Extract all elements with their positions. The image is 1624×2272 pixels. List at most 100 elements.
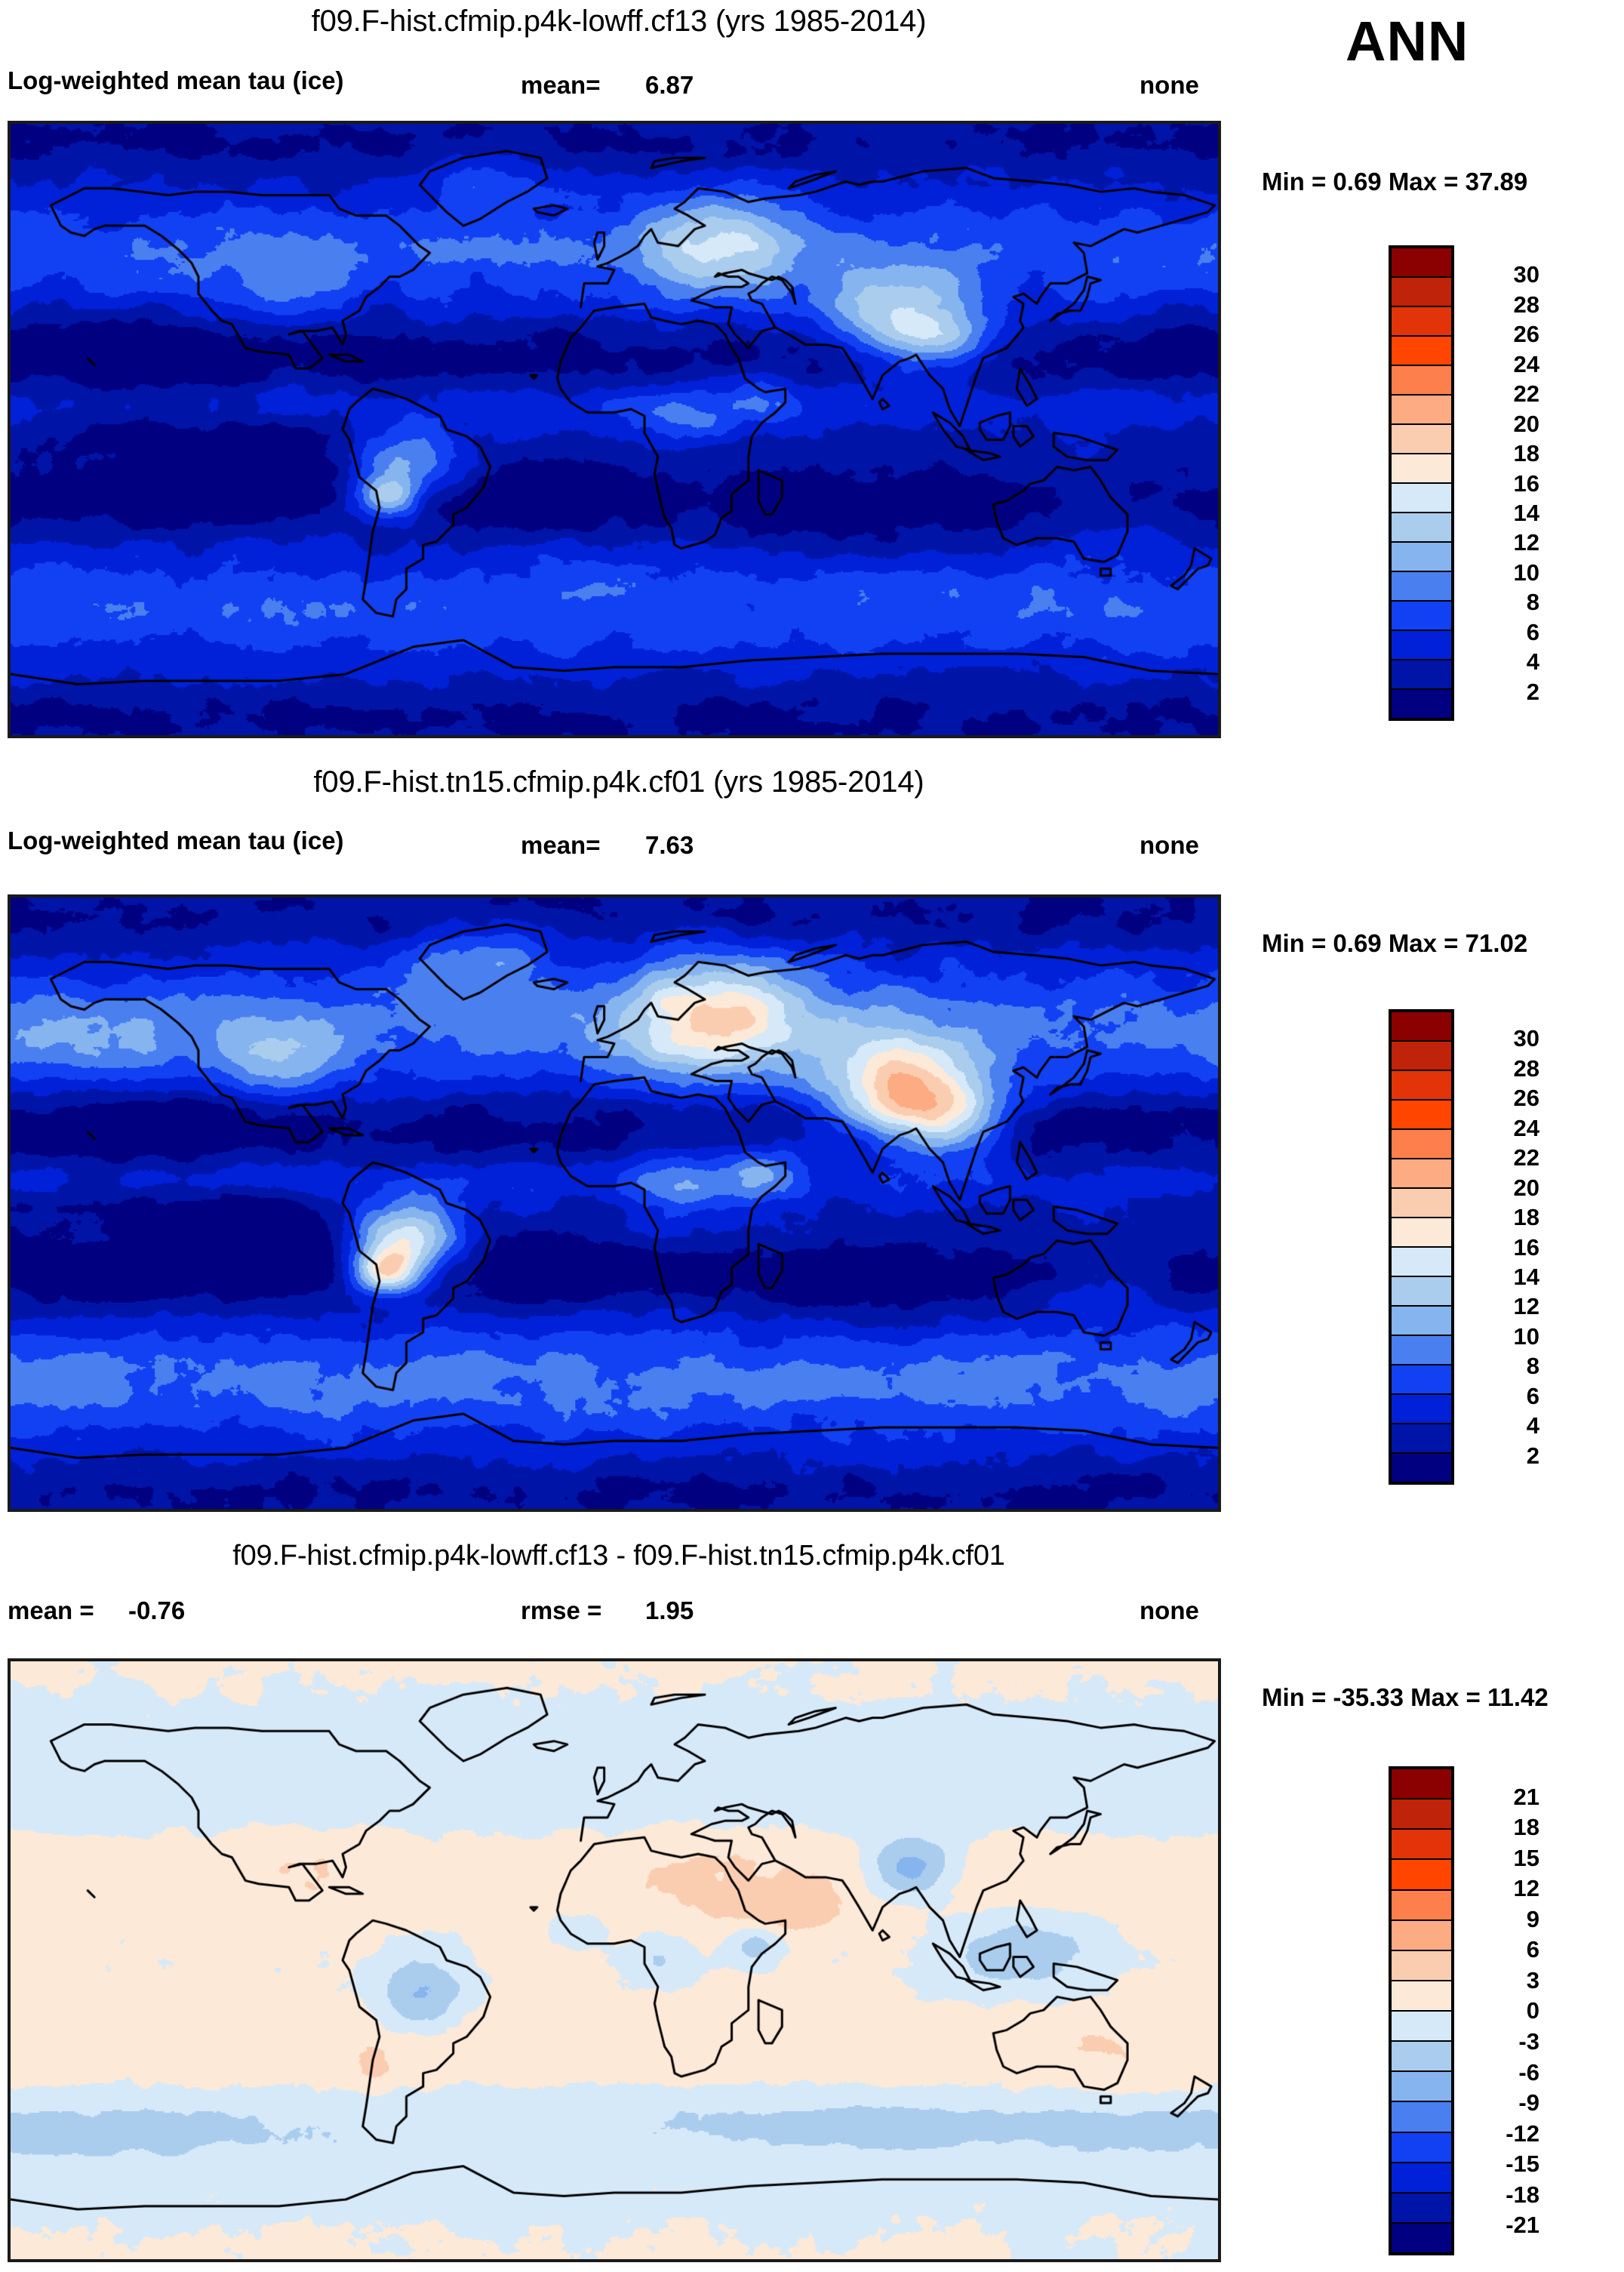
panel-top-variable-label: Log-weighted mean tau (ice) — [8, 66, 344, 94]
colorbar-tick-label: 16 — [1513, 469, 1539, 497]
colorbar-band — [1392, 1218, 1451, 1248]
colorbar-band — [1392, 690, 1451, 718]
panel-middle-mean-value: 7.63 — [645, 831, 694, 859]
colorbar-tick-label: 24 — [1513, 350, 1539, 377]
colorbar-band — [1392, 1307, 1451, 1336]
colorbar-tick-label: 2 — [1526, 678, 1539, 705]
colorbar-band — [1392, 660, 1451, 690]
panel-top-mean-value: 6.87 — [645, 71, 694, 99]
colorbar-band — [1392, 2132, 1451, 2163]
colorbar-tick-label: 12 — [1513, 1293, 1539, 1320]
colorbar-band — [1392, 1012, 1451, 1042]
panel-diff-map-canvas — [11, 1661, 1218, 2259]
panel-top-minmax: Min = 0.69 Max = 37.89 — [1262, 168, 1528, 195]
colorbar-band — [1392, 366, 1451, 396]
panel-diff-mean-value: -0.76 — [128, 1596, 186, 1624]
panel-top-units: none — [1140, 71, 1199, 99]
panel-diff-title: f09.F-hist.cfmip.p4k-lowff.cf13 - f09.F-… — [232, 1540, 1005, 1572]
panel-top-mean-label: mean= — [521, 71, 601, 99]
panel-top-colorbar[interactable] — [1389, 245, 1454, 721]
panel-diff-colorbar[interactable] — [1389, 1766, 1454, 2255]
colorbar-tick-label: 18 — [1513, 1204, 1539, 1231]
colorbar-band — [1392, 2012, 1451, 2043]
colorbar-tick-label: 2 — [1526, 1442, 1539, 1469]
colorbar-band — [1392, 484, 1451, 513]
colorbar-band — [1392, 2193, 1451, 2224]
colorbar-tick-label: 8 — [1526, 1353, 1539, 1380]
colorbar-tick-label: 18 — [1513, 440, 1539, 467]
colorbar-band — [1392, 1277, 1451, 1307]
colorbar-tick-label: -21 — [1506, 2212, 1539, 2239]
colorbar-band — [1392, 425, 1451, 454]
colorbar-band — [1392, 1981, 1451, 2012]
colorbar-tick-label: 10 — [1513, 559, 1539, 586]
panel-top-colorbar-labels: 30 28 26 24 22 20 18 16 14 12 10 8 6 4 2 — [1472, 260, 1539, 707]
panel-middle-map[interactable] — [8, 894, 1221, 1512]
panel-diff-rmse-value: 1.95 — [645, 1596, 694, 1624]
panel-diff-rmse-label: rmse = — [521, 1596, 602, 1624]
colorbar-band — [1392, 1920, 1451, 1951]
colorbar-tick-label: 6 — [1526, 1382, 1539, 1409]
colorbar-band — [1392, 396, 1451, 425]
panel-top-map-canvas — [11, 124, 1218, 735]
colorbar-band — [1392, 1890, 1451, 1921]
colorbar-tick-label: -6 — [1518, 2058, 1539, 2086]
colorbar-tick-label: 28 — [1513, 291, 1539, 318]
colorbar-tick-label: 22 — [1513, 1144, 1539, 1171]
colorbar-band — [1392, 2223, 1451, 2252]
panel-middle-mean-label: mean= — [521, 831, 601, 859]
colorbar-band — [1392, 1365, 1451, 1395]
colorbar-band — [1392, 1454, 1451, 1482]
panel-diff-units: none — [1140, 1596, 1199, 1624]
panel-diff-colorbar-labels: 21 18 15 12 9 6 3 0 -3 -6 -9 -12 -15 -18 -21 — [1472, 1781, 1539, 2240]
colorbar-band — [1392, 1248, 1451, 1277]
panel-middle-colorbar[interactable] — [1389, 1009, 1454, 1485]
colorbar-tick-label: 6 — [1526, 1936, 1539, 1963]
colorbar-tick-label: 15 — [1513, 1844, 1539, 1871]
colorbar-tick-label: 10 — [1513, 1322, 1539, 1350]
colorbar-band — [1392, 1130, 1451, 1159]
colorbar-band — [1392, 631, 1451, 660]
colorbar-tick-label: 12 — [1513, 1875, 1539, 1902]
colorbar-band — [1392, 248, 1451, 278]
colorbar-tick-label: 30 — [1513, 261, 1539, 288]
colorbar-tick-label: 3 — [1526, 1966, 1539, 1993]
colorbar-band — [1392, 572, 1451, 602]
colorbar-band — [1392, 1159, 1451, 1189]
panel-middle-units: none — [1140, 831, 1199, 859]
colorbar-band — [1392, 2072, 1451, 2103]
colorbar-tick-label: 4 — [1526, 648, 1539, 676]
panel-top-map[interactable] — [8, 121, 1221, 738]
colorbar-tick-label: 4 — [1526, 1412, 1539, 1439]
colorbar-tick-label: 30 — [1513, 1025, 1539, 1052]
panel-middle-variable-label: Log-weighted mean tau (ice) — [8, 827, 344, 854]
colorbar-band — [1392, 1042, 1451, 1071]
panel-diff-mean-label: mean = — [8, 1596, 94, 1624]
colorbar-band — [1392, 513, 1451, 543]
colorbar-band — [1392, 1424, 1451, 1454]
panel-middle-colorbar-labels: 30 28 26 24 22 20 18 16 14 12 10 8 6 4 2 — [1472, 1024, 1539, 1470]
colorbar-tick-label: 16 — [1513, 1233, 1539, 1261]
colorbar-tick-label: 12 — [1513, 529, 1539, 556]
colorbar-band — [1392, 1830, 1451, 1861]
colorbar-tick-label: -3 — [1518, 2028, 1539, 2055]
colorbar-band — [1392, 337, 1451, 366]
colorbar-band — [1392, 1189, 1451, 1218]
colorbar-band — [1392, 1101, 1451, 1130]
panel-diff-map[interactable] — [8, 1658, 1221, 2262]
colorbar-band — [1392, 2163, 1451, 2193]
colorbar-tick-label: -18 — [1506, 2181, 1539, 2208]
season-label: ANN — [1346, 10, 1469, 72]
colorbar-tick-label: 20 — [1513, 410, 1539, 437]
colorbar-band — [1392, 1860, 1451, 1891]
colorbar-band — [1392, 1395, 1451, 1424]
colorbar-tick-label: 24 — [1513, 1114, 1539, 1141]
panel-middle-map-canvas — [11, 897, 1218, 1509]
colorbar-tick-label: 8 — [1526, 589, 1539, 616]
colorbar-band — [1392, 1071, 1451, 1101]
panel-middle-minmax: Min = 0.69 Max = 71.02 — [1262, 929, 1528, 957]
colorbar-tick-label: 21 — [1513, 1783, 1539, 1810]
panel-diff-minmax: Min = -35.33 Max = 11.42 — [1262, 1683, 1549, 1711]
colorbar-band — [1392, 602, 1451, 631]
colorbar-band — [1392, 1769, 1451, 1800]
